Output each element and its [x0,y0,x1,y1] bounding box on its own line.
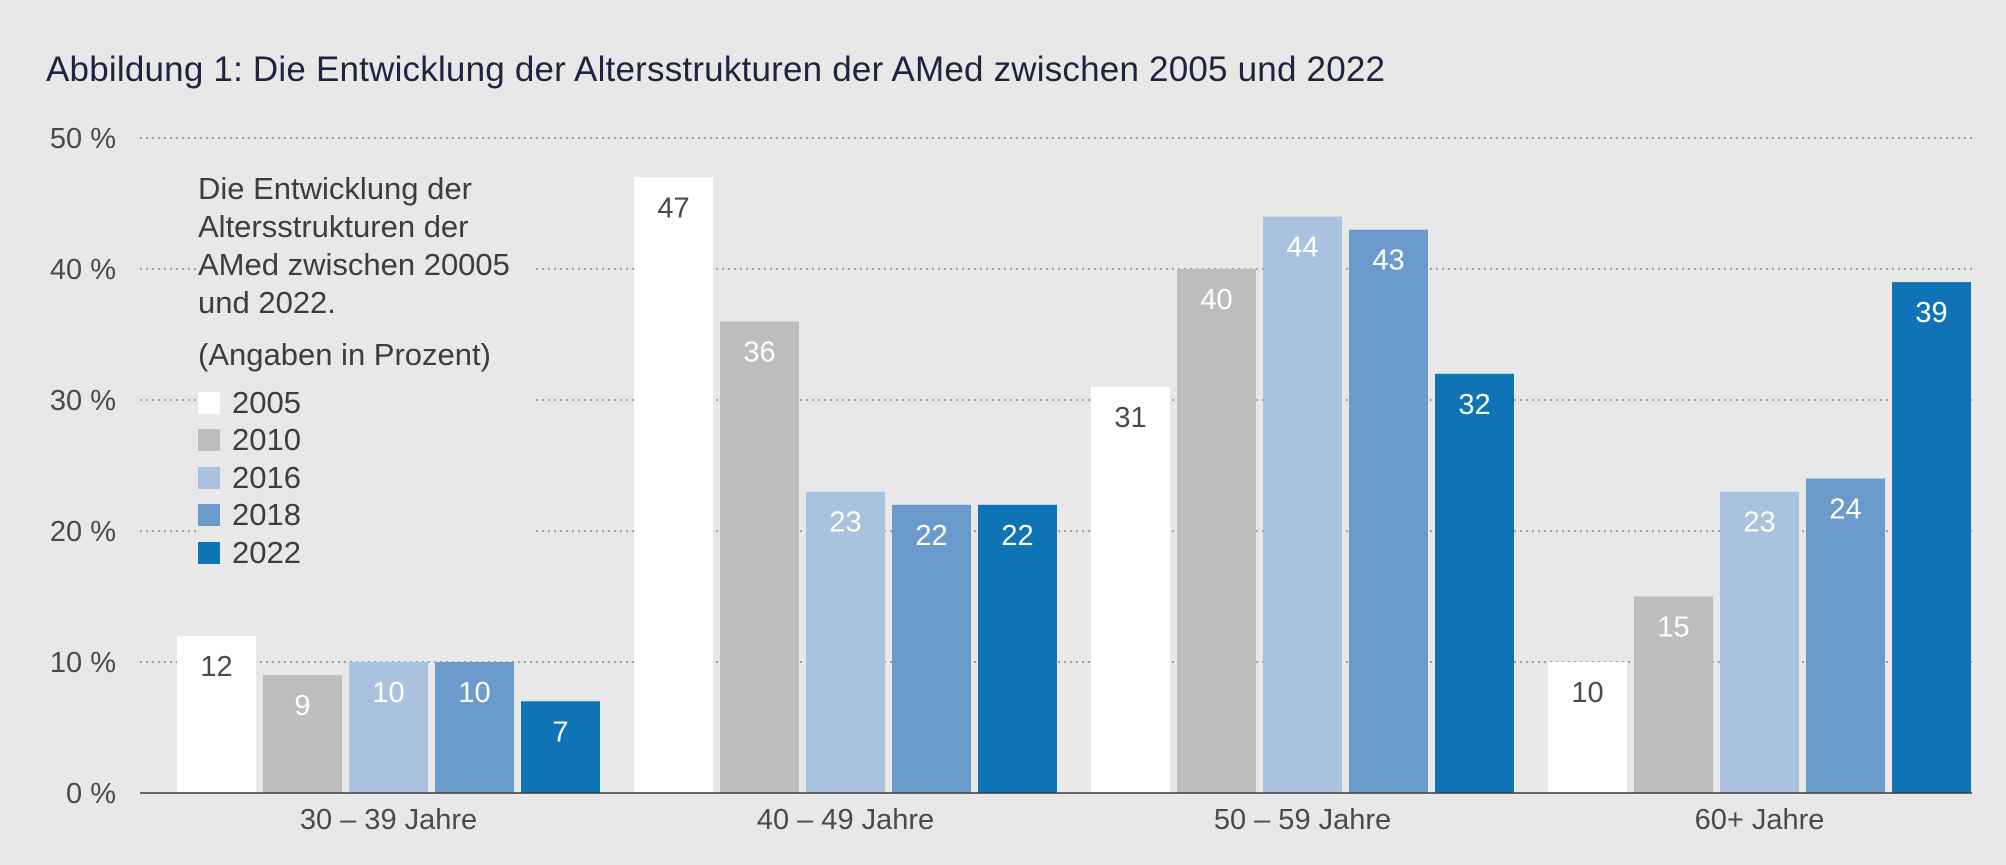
legend-note: (Angaben in Prozent) [198,337,491,372]
y-tick-label: 10 % [50,647,116,679]
legend-swatch [198,391,220,414]
legend-swatch [198,541,220,564]
bar-2016 [349,662,428,793]
legend-label: 2010 [232,422,301,458]
y-tick-label: 0 % [66,778,116,810]
data-label: 7 [552,716,568,748]
bar-2005 [177,635,256,793]
data-label: 31 [1114,402,1146,434]
legend-swatch [198,504,220,527]
legend-item-2018: 2018 [198,497,518,535]
bar-2018 [435,662,514,793]
chart-title: Abbildung 1: Die Entwicklung der Alterss… [46,50,1386,89]
legend-item-2016: 2016 [198,459,518,497]
data-label: 9 [294,690,310,722]
data-label: 23 [1743,507,1775,539]
legend-swatch [198,466,220,489]
bar-2010 [1177,269,1256,793]
legend: Die Entwicklung der Altersstrukturen der… [198,170,536,580]
bar-2018 [892,504,971,793]
data-label: 44 [1286,232,1318,264]
y-tick-label: 40 % [50,254,116,286]
legend-item-2010: 2010 [198,422,518,460]
data-label: 40 [1200,284,1232,316]
bar-2005 [634,177,713,794]
x-tick-label: 30 – 39 Jahre [300,804,477,836]
data-label: 10 [372,677,404,709]
data-label: 22 [915,520,947,552]
legend-swatch [198,429,220,452]
data-label: 47 [657,192,689,224]
legend-description: Die Entwicklung der Altersstrukturen der… [198,171,510,320]
data-label: 12 [200,651,232,683]
data-label: 39 [1915,297,1947,329]
legend-label: 2005 [232,384,301,420]
data-label: 22 [1001,520,1033,552]
data-label: 10 [458,677,490,709]
bar-2010 [263,675,342,793]
bar-2022 [978,504,1057,793]
data-label: 24 [1829,494,1861,526]
data-label: 10 [1571,677,1603,709]
legend-label: 2022 [232,534,301,570]
bar-2005 [1091,386,1170,793]
legend-items: 2005 2010 2016 2018 2022 [198,384,518,572]
legend-label: 2018 [232,497,301,533]
data-label: 23 [829,507,861,539]
bar-2018 [1806,478,1885,793]
bar-2016 [806,491,885,793]
x-tick-label: 60+ Jahre [1695,804,1825,836]
bar-2005 [1548,662,1627,793]
data-label: 36 [743,336,775,368]
y-tick-label: 30 % [50,385,116,417]
bar-2022 [1892,282,1971,793]
legend-item-2005: 2005 [198,384,518,422]
bar-2022 [521,701,600,793]
x-tick-label: 40 – 49 Jahre [757,804,934,836]
y-tick-label: 20 % [50,516,116,548]
legend-item-2022: 2022 [198,534,518,572]
bar-2022 [1435,373,1514,793]
data-label: 15 [1657,612,1689,644]
data-label: 32 [1458,389,1490,421]
bar-2018 [1349,229,1428,793]
data-label: 43 [1372,245,1404,277]
bar-2010 [1634,596,1713,793]
y-tick-label: 50 % [50,123,116,155]
bar-2016 [1263,216,1342,794]
x-tick-label: 50 – 59 Jahre [1214,804,1391,836]
bar-2010 [720,321,799,793]
legend-label: 2016 [232,459,301,495]
bar-2016 [1720,491,1799,793]
